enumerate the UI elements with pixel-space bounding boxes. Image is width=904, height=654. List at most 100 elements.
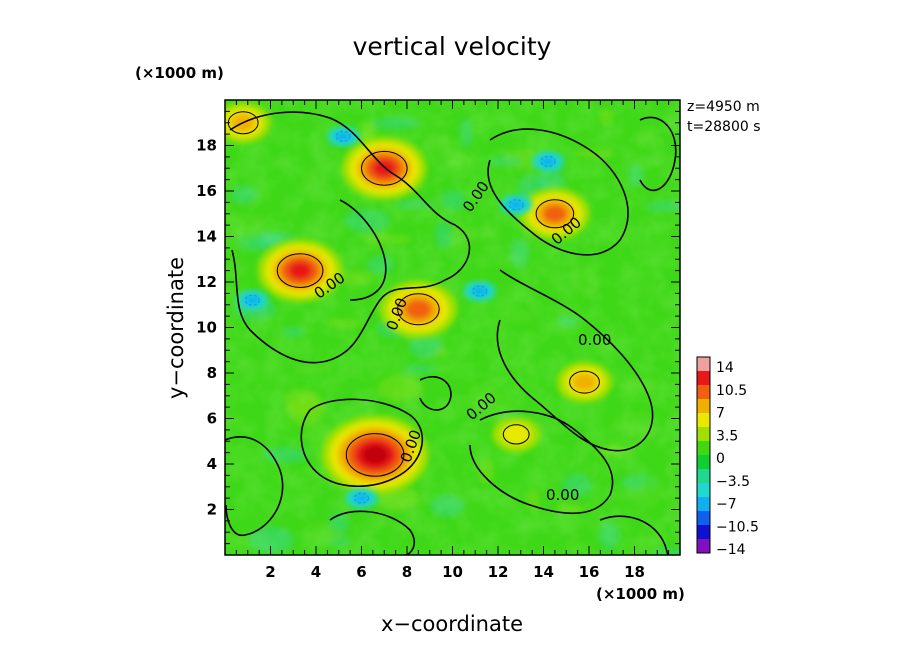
core-contour bbox=[535, 199, 575, 229]
colorbar-label: −3.5 bbox=[716, 474, 750, 490]
zero-contour bbox=[469, 410, 614, 514]
downdraft-contour bbox=[540, 155, 556, 168]
x-tick-label: 16 bbox=[579, 563, 600, 581]
colorbar-swatch bbox=[697, 525, 710, 540]
y-tick-label: 4 bbox=[207, 455, 217, 473]
downdraft-inner bbox=[244, 295, 261, 306]
downdraft-inner bbox=[353, 493, 370, 504]
x-tick-label: 6 bbox=[356, 563, 366, 581]
core-contour bbox=[397, 293, 440, 326]
core-layer bbox=[405, 299, 432, 320]
updraft-core bbox=[556, 361, 613, 403]
core-contour bbox=[345, 433, 405, 477]
core-contour bbox=[276, 253, 324, 289]
x-axis-label: x−coordinate bbox=[381, 612, 523, 636]
colorbar-swatch bbox=[697, 455, 710, 470]
x-tick-label: 12 bbox=[488, 563, 509, 581]
y-tick-label: 16 bbox=[196, 182, 217, 200]
core-contour bbox=[361, 150, 408, 186]
colorbar-swatch bbox=[697, 539, 710, 554]
core-layer bbox=[501, 423, 531, 446]
colorbar-label: 14 bbox=[716, 360, 734, 376]
zero-contour bbox=[639, 116, 677, 192]
updraft-core bbox=[492, 416, 541, 453]
colorbar-swatch bbox=[697, 399, 710, 414]
zero-contours bbox=[225, 111, 677, 555]
colorbar-label: 7 bbox=[716, 406, 725, 422]
colorbar-label: 3.5 bbox=[716, 428, 738, 444]
core-layer bbox=[288, 261, 313, 280]
updraft-core bbox=[321, 415, 429, 495]
colorbar-swatch bbox=[697, 497, 710, 512]
annotation-time: t=28800 s bbox=[687, 119, 761, 135]
zero-contour bbox=[599, 515, 669, 555]
y-tick-label: 18 bbox=[196, 137, 217, 155]
y-tick-label: 8 bbox=[207, 364, 217, 382]
colorbar-swatch bbox=[697, 371, 710, 386]
colorbar bbox=[696, 356, 711, 554]
zero-contour bbox=[300, 398, 424, 488]
colorbar-frame bbox=[696, 356, 711, 554]
y-unit-label: (×1000 m) bbox=[135, 64, 224, 82]
downdraft-spot bbox=[236, 290, 269, 311]
x-tick-label: 10 bbox=[442, 563, 463, 581]
colorbar-swatch bbox=[697, 469, 710, 484]
colorbar-swatch bbox=[697, 385, 710, 400]
downdraft-contour bbox=[244, 294, 260, 306]
downdraft-spot bbox=[500, 194, 533, 215]
colorbar-swatch bbox=[697, 427, 710, 442]
y-tick-label: 12 bbox=[196, 273, 217, 291]
x-tick-label: 8 bbox=[402, 563, 412, 581]
zero-contour bbox=[419, 375, 452, 411]
y-tick-label: 6 bbox=[207, 410, 217, 428]
zero-contour bbox=[496, 269, 654, 452]
x-tick-label: 2 bbox=[265, 563, 275, 581]
core-layer bbox=[542, 204, 568, 223]
axis-ticks bbox=[224, 99, 681, 556]
y-axis-label: y−coordinate bbox=[164, 257, 188, 399]
velocity-field bbox=[225, 100, 680, 555]
downdraft-spot bbox=[463, 281, 496, 302]
core-layer bbox=[572, 373, 597, 392]
zero-contour bbox=[339, 199, 387, 301]
zero-contour bbox=[487, 128, 629, 256]
colorbar-label: −7 bbox=[716, 497, 737, 513]
core-contours bbox=[227, 111, 600, 477]
annotation-height: z=4950 m bbox=[687, 99, 760, 115]
downdraft-inner bbox=[335, 131, 352, 142]
downdraft-inner bbox=[508, 199, 525, 210]
y-tick-label: 2 bbox=[207, 501, 217, 519]
colorbar-label: −10.5 bbox=[716, 519, 759, 535]
zero-contour bbox=[329, 510, 415, 555]
downdraft-inner bbox=[471, 286, 488, 297]
colorbar-swatch bbox=[697, 357, 710, 372]
field-noise bbox=[225, 100, 680, 555]
downdraft-spot bbox=[327, 126, 360, 147]
colorbar-swatch bbox=[697, 413, 710, 428]
y-tick-labels: 2 4 6 8 10 12 14 16 18 bbox=[196, 137, 217, 519]
colorbar-swatch bbox=[697, 511, 710, 526]
zero-contour bbox=[225, 436, 284, 536]
chart-title: vertical velocity bbox=[353, 32, 552, 61]
colorbar-swatch bbox=[697, 483, 710, 498]
downdraft-spots bbox=[236, 126, 565, 509]
core-layer bbox=[362, 445, 388, 465]
x-tick-label: 4 bbox=[311, 563, 321, 581]
updraft-core bbox=[342, 137, 427, 200]
core-contour bbox=[569, 370, 600, 394]
updraft-core bbox=[257, 239, 343, 302]
core-contour bbox=[502, 424, 530, 445]
downdraft-contour bbox=[508, 199, 524, 211]
downdraft-inner bbox=[540, 156, 557, 167]
contour-label: 0.00 bbox=[578, 331, 611, 349]
downdraft-spot bbox=[532, 151, 565, 172]
zero-contour bbox=[229, 111, 471, 364]
colorbar-labels: 14 10.5 7 3.5 0 −3.5 −7 −10.5 −14 bbox=[716, 360, 759, 558]
downdraft-contour bbox=[353, 492, 370, 504]
colorbar-label: 0 bbox=[716, 451, 725, 467]
y-tick-label: 14 bbox=[196, 228, 217, 246]
x-tick-label: 18 bbox=[624, 563, 645, 581]
downdraft-spot bbox=[345, 488, 378, 509]
downdraft-contour bbox=[472, 285, 488, 297]
